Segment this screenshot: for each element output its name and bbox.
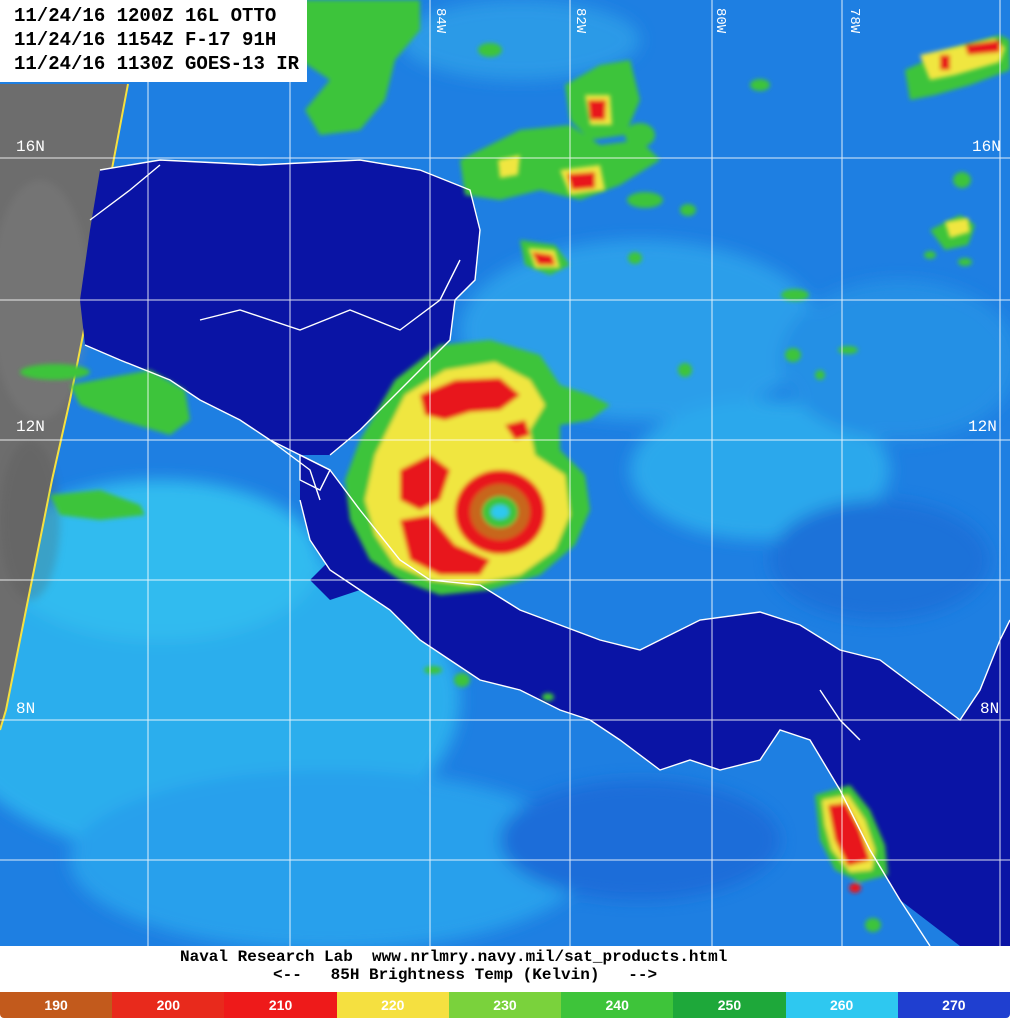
lon-label-80w: 80W: [712, 8, 728, 34]
scale-tick-label: 240: [605, 997, 629, 1013]
lon-label-82w: 82W: [572, 8, 588, 34]
lat-label-16n-left: 16N: [16, 138, 45, 156]
header-line-storm: 11/24/16 1200Z 16L OTTO: [14, 5, 277, 27]
lat-label-12n-left: 12N: [16, 418, 45, 436]
scale-tick-label: 190: [44, 997, 68, 1013]
product-text: <-- 85H Brightness Temp (Kelvin) -->: [273, 966, 658, 984]
scale-tick-label: 260: [829, 997, 854, 1013]
satellite-map: [0, 0, 1010, 946]
right-border: [1010, 0, 1024, 1019]
scale-segment-260: 260: [785, 992, 898, 1018]
scale-segment-270: 270: [897, 992, 1010, 1018]
scale-tick-label: 230: [493, 997, 517, 1013]
lat-label-12n-right: 12N: [968, 418, 997, 436]
scale-tick-label: 200: [156, 997, 181, 1013]
scale-tick-label: 220: [381, 997, 405, 1013]
scale-segment-240: 240: [561, 992, 674, 1018]
scale-segment-250: 250: [673, 992, 786, 1018]
microwave-imagery: [0, 0, 1010, 946]
credit-text: Naval Research Lab www.nrlmry.navy.mil/s…: [180, 948, 728, 966]
lat-label-16n-right: 16N: [972, 138, 1001, 156]
scale-tick-label: 250: [717, 997, 742, 1013]
scale-segment-220: 220: [336, 992, 449, 1018]
header-info: 11/24/16 1200Z 16L OTTO 11/24/16 1154Z F…: [0, 0, 308, 82]
scale-segment-210: 210: [224, 992, 337, 1018]
header-line-microwave: 11/24/16 1154Z F-17 91H: [14, 29, 277, 51]
lat-label-8n-left: 8N: [16, 700, 36, 718]
footer: Naval Research Lab www.nrlmry.navy.mil/s…: [0, 946, 1010, 996]
scale-segment-230: 230: [448, 992, 562, 1018]
scale-segment-200: 200: [112, 992, 225, 1018]
scale-segment-190: 190: [0, 992, 113, 1018]
lon-label-78w: 78W: [846, 8, 862, 34]
brightness-temp-color-scale: 190 200 210 220 230 240 250 260 270: [0, 992, 1010, 1018]
scale-tick-label: 210: [268, 997, 293, 1013]
scale-tick-label: 270: [942, 997, 966, 1013]
lat-label-8n-right: 8N: [980, 700, 1000, 718]
header-line-ir: 11/24/16 1130Z GOES-13 IR: [14, 53, 300, 75]
lon-label-84w: 84W: [432, 8, 448, 34]
